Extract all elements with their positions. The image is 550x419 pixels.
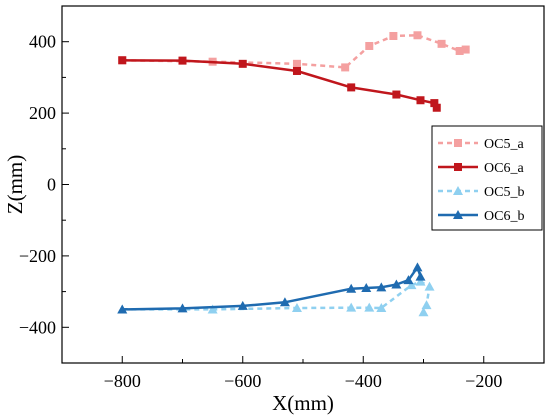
legend-label: OC6_b: [484, 209, 524, 224]
x-axis: −800 −600 −400 −200: [104, 356, 545, 391]
data-point: [389, 31, 398, 40]
series-line: [122, 59, 438, 109]
y-axis-title: Z(mm): [3, 155, 27, 214]
series-line: [122, 280, 431, 313]
data-point: [237, 300, 248, 310]
data-point: [455, 46, 464, 55]
data-point: [391, 279, 402, 289]
data-point: [291, 303, 302, 313]
data-point: [416, 96, 425, 105]
y-axis: −400 −200 0 200 400: [19, 32, 69, 337]
data-point: [432, 103, 441, 112]
data-point: [178, 56, 187, 65]
series-line: [122, 266, 422, 311]
data-point: [437, 39, 446, 48]
data-point: [365, 41, 374, 50]
y-tick-label: −200: [19, 246, 56, 266]
x-tick-label: −600: [224, 371, 261, 391]
data-point: [376, 282, 387, 292]
data-point: [403, 275, 414, 285]
data-point: [421, 300, 432, 310]
data-point: [238, 59, 247, 68]
legend-label: OC5_a: [484, 137, 524, 152]
data-point: [207, 304, 218, 314]
data-point: [418, 307, 429, 317]
legend-label: OC6_a: [484, 161, 524, 176]
x-tick-label: −800: [104, 371, 141, 391]
data-point: [361, 283, 372, 293]
data-point: [406, 280, 417, 290]
data-point: [346, 283, 357, 293]
legend-marker: [453, 210, 463, 219]
series-oc5-b: [117, 276, 435, 317]
x-tick-label: −200: [465, 371, 502, 391]
data-point: [376, 303, 387, 313]
data-point: [346, 302, 357, 312]
data-point: [177, 303, 188, 313]
legend-label: OC5_b: [484, 185, 524, 200]
data-point: [415, 271, 426, 281]
data-point: [347, 83, 356, 92]
y-tick-label: 0: [47, 175, 56, 195]
x-axis-title: X(mm): [272, 391, 334, 415]
series-oc5-a: [118, 31, 470, 72]
data-point: [430, 99, 439, 108]
data-point: [292, 59, 301, 68]
series-oc6-a: [118, 56, 441, 112]
y-tick-label: 400: [29, 32, 56, 52]
y-tick-label: 200: [29, 103, 56, 123]
data-point: [424, 281, 435, 291]
data-point: [413, 31, 422, 40]
data-point: [364, 302, 375, 312]
x-tick-label: −400: [345, 371, 382, 391]
data-point: [461, 45, 470, 54]
data-point: [415, 276, 426, 286]
y-tick-label: −400: [19, 317, 56, 337]
data-point: [392, 90, 401, 99]
data-point: [412, 262, 423, 272]
data-point: [279, 297, 290, 307]
legend-marker: [454, 139, 462, 147]
data-point: [117, 304, 128, 314]
legend: OC5_a OC6_a OC5_b OC6_b: [431, 125, 543, 231]
series-oc6-b: [117, 262, 426, 314]
data-point: [118, 56, 127, 65]
legend-marker: [454, 163, 462, 171]
series-layer: [117, 31, 470, 317]
data-point: [292, 66, 301, 75]
legend-marker: [453, 186, 463, 195]
data-point: [341, 63, 350, 72]
